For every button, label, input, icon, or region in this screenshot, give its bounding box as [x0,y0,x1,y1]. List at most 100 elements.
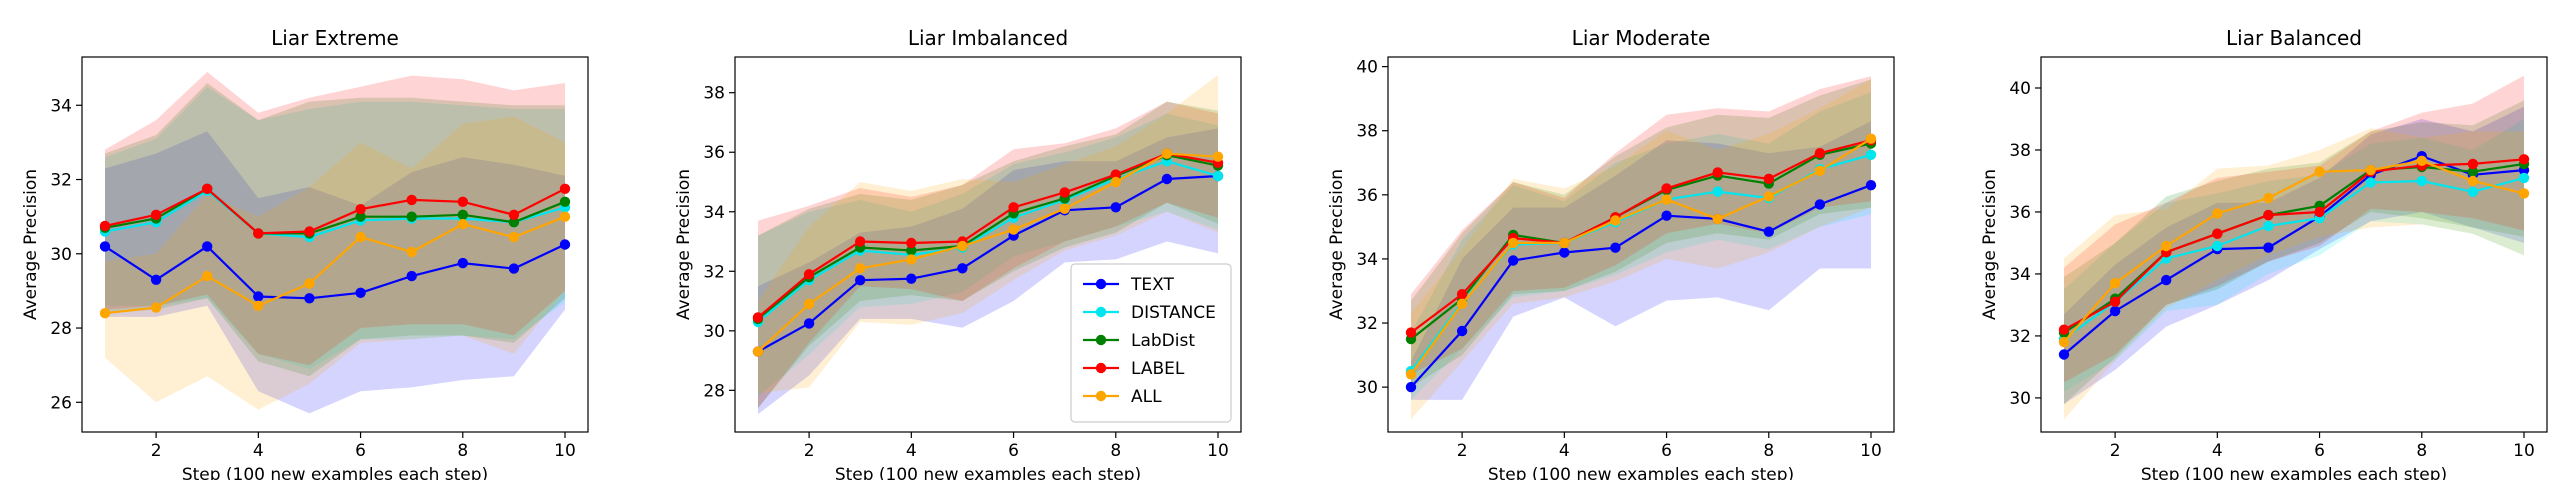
series-line-labdist [2063,162,2525,334]
y-tick-label: 40 [1356,58,1378,78]
data-point-text [2058,349,2070,360]
x-tick-label: 8 [457,441,468,461]
data-point-text [2109,305,2121,317]
data-point-label [253,228,264,239]
data-point-all [1559,237,1570,249]
data-point-all [957,240,968,252]
data-point-distance [2212,240,2223,252]
band-text [1411,121,1871,400]
data-point-all [1865,133,1877,144]
data-point-all [1763,191,1775,202]
data-point-all [2314,166,2325,177]
x-tick-label: 2 [804,441,815,461]
x-tick-label: 2 [151,441,162,461]
plot-frame [734,56,1242,433]
series-line-label [757,152,1219,319]
data-point-text [1161,173,1173,185]
y-tick-label: 36 [703,143,725,163]
data-point-label [906,237,917,249]
data-point-all [906,254,917,265]
x-axis-label: Step (100 new examples each step) [2141,465,2447,480]
band-all [758,74,1218,394]
y-axis-label: Average Precision [1327,169,1347,320]
data-point-all [752,346,764,357]
y-tick-label: 40 [2009,79,2031,99]
chart-panel-3: 2 4 6 8 10 30 32 34 36 38 40 Liar Moderate Step (100… [1327,26,1895,480]
data-point-label [1661,183,1672,194]
data-point-label [2058,324,2070,335]
data-point-text [253,291,264,302]
series-line-label [104,187,566,235]
x-tick-label: 4 [253,441,264,461]
x-tick-label: 6 [1661,441,1672,461]
band-label [2064,75,2524,383]
data-point-all [1161,148,1173,159]
y-tick-label: 34 [50,96,72,116]
data-point-all [355,231,366,243]
x-tick-label: 4 [906,441,917,461]
x-axis-label: Step (100 new examples each step) [182,465,488,480]
data-point-distance [1865,149,1877,160]
data-point-label [1456,289,1468,300]
data-point-all [1661,194,1672,205]
x-tick-label: 10 [1207,441,1229,461]
data-point-all [150,302,162,313]
y-tick-label: 38 [2009,141,2031,161]
y-tick-label: 32 [703,262,725,282]
data-point-text [1661,210,1672,221]
legend-label-text: TEXT [1130,275,1174,295]
data-point-distance [1212,170,1224,182]
x-tick-label: 6 [2314,441,2325,461]
data-point-distance [2365,177,2376,188]
data-point-labdist [906,245,917,256]
x-tick-label: 10 [1860,441,1882,461]
legend-marker-all [1095,390,1107,402]
data-point-all [559,211,571,222]
band-distance [2064,119,2524,392]
data-point-label [559,183,571,194]
band-text [758,128,1218,415]
data-point-label [457,196,468,207]
y-tick-label: 26 [50,393,72,413]
data-point-text [1405,381,1417,393]
data-point-all [2212,208,2223,219]
data-point-label [2212,228,2223,239]
y-axis-label: Average Precision [1980,169,2000,320]
data-point-label [855,236,866,247]
data-point-label [2263,209,2274,221]
data-point-all [253,300,264,311]
data-point-labdist [2467,166,2479,177]
series-line-all [757,152,1219,353]
data-point-text [559,239,571,250]
legend-marker-text [1095,278,1107,290]
series-line-all [2063,159,2525,343]
data-point-text [2161,274,2172,286]
data-point-all [2467,175,2479,187]
data-point-all [508,231,520,243]
band-label [1411,76,1871,375]
data-point-label [1110,169,1122,180]
x-tick-label: 10 [2513,441,2535,461]
data-point-text [803,318,815,329]
data-point-distance [2467,186,2479,197]
legend-box [1070,263,1232,423]
x-tick-label: 10 [554,441,576,461]
data-point-all [1508,237,1519,249]
chart-panel-2: 2 4 6 8 10 28 30 32 34 36 38 Liar Imbalanced Step (1… [674,26,1242,480]
legend-label-distance: DISTANCE [1131,303,1216,323]
chart-panel-1: 2 4 6 8 10 26 28 30 32 34 Liar Extreme Step (100 ne… [21,26,589,480]
data-point-label [1763,173,1775,184]
data-point-text [355,287,366,298]
plot-frame [1387,56,1895,433]
data-point-label [752,312,764,323]
data-point-label [355,204,366,215]
data-point-all [2365,164,2376,176]
data-point-text [1865,180,1877,191]
data-point-text [1456,325,1468,337]
y-tick-label: 30 [1356,378,1378,398]
series-line-all [1410,137,1872,375]
data-point-distance [2263,220,2274,232]
series-line-all [104,215,566,315]
data-point-label [803,269,815,280]
data-point-text [1559,247,1570,258]
